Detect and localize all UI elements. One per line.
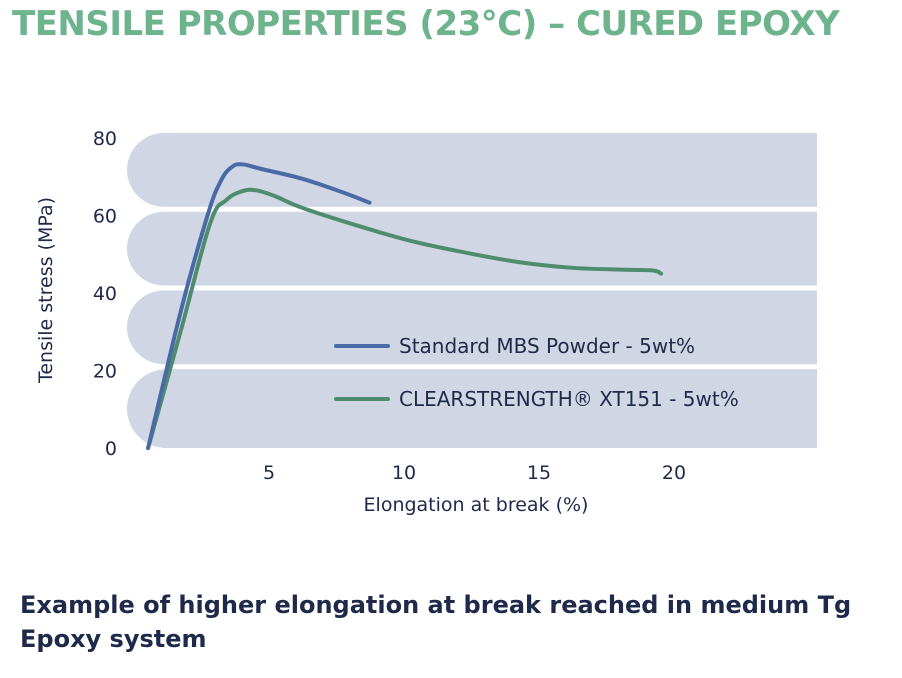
x-axis-label: Elongation at break (%) xyxy=(364,494,589,516)
plot-band xyxy=(127,369,818,448)
legend-label: CLEARSTRENGTH® XT151 - 5wt% xyxy=(399,387,739,411)
page-title: TENSILE PROPERTIES (23°C) – CURED EPOXY xyxy=(12,4,840,44)
y-tick-label: 40 xyxy=(93,283,117,305)
x-tick-label: 20 xyxy=(662,462,686,484)
y-tick-label: 80 xyxy=(93,128,117,150)
legend: Standard MBS Powder - 5wt% CLEARSTRENGTH®… xyxy=(334,334,739,411)
plot-band xyxy=(127,290,818,365)
y-axis-label: Tensile stress (MPa) xyxy=(35,197,57,384)
series-line-mbs xyxy=(146,162,372,450)
y-tick-label: 20 xyxy=(93,361,117,383)
tensile-chart: 0 20 40 60 80 5 10 15 20 Tensile stress (MPa) E… xyxy=(35,128,818,516)
y-tick-label: 0 xyxy=(105,438,117,460)
plot-band xyxy=(127,133,818,207)
plot-bands xyxy=(127,133,818,448)
series-line-clearstrength xyxy=(146,187,664,450)
y-tick-label: 60 xyxy=(93,206,117,228)
x-tick-label: 15 xyxy=(527,462,551,484)
x-ticks: 5 10 15 20 xyxy=(263,462,686,484)
x-tick-label: 5 xyxy=(263,462,275,484)
x-tick-label: 10 xyxy=(392,462,416,484)
series-lines xyxy=(146,162,664,450)
caption: Example of higher elongation at break re… xyxy=(20,591,852,653)
legend-label: Standard MBS Powder - 5wt% xyxy=(399,334,695,358)
plot-band xyxy=(127,211,818,286)
y-ticks: 0 20 40 60 80 xyxy=(93,128,117,460)
